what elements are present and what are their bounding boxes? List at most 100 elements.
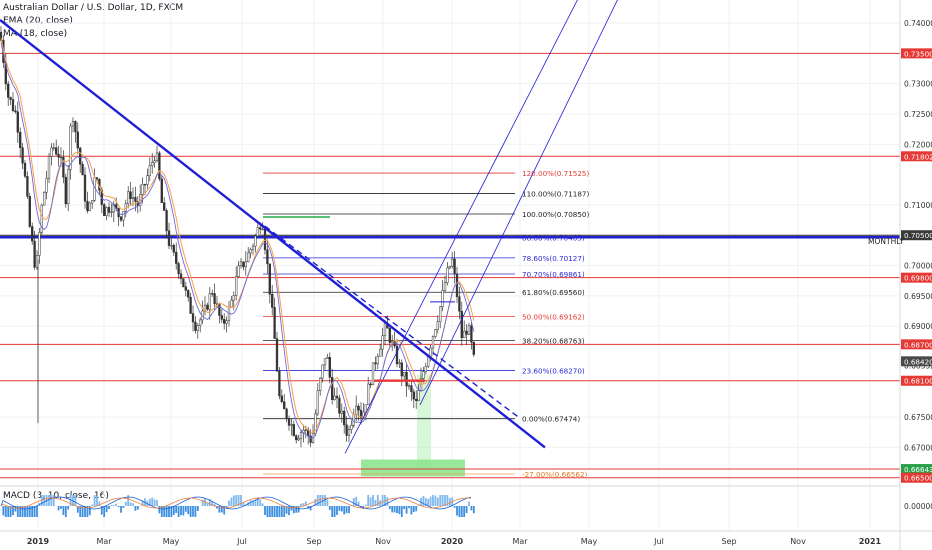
macd-bar xyxy=(261,503,264,506)
level-price-label: 0.66500 xyxy=(904,474,932,483)
candle-body xyxy=(400,362,403,377)
macd-bar xyxy=(391,506,394,513)
candle-body xyxy=(436,321,439,330)
candle-body xyxy=(388,327,391,343)
candle-body xyxy=(52,147,55,149)
macd-bar xyxy=(343,506,346,515)
macd-bar xyxy=(453,506,456,508)
candle-body xyxy=(355,405,358,415)
macd-bar xyxy=(204,498,206,506)
macd-line xyxy=(0,496,472,510)
candle-body xyxy=(309,435,312,443)
macd-bar xyxy=(230,497,233,506)
candle-body xyxy=(206,304,209,310)
macd-bar xyxy=(232,495,235,506)
macd-bar xyxy=(103,506,106,517)
macd-legend: MACD (3, 10, close, 16) xyxy=(3,491,109,501)
macd-bar xyxy=(156,500,158,506)
candle-body xyxy=(220,315,223,320)
macd-bar xyxy=(297,506,300,513)
candle-body xyxy=(273,307,276,339)
candle-body xyxy=(237,265,240,277)
candle-body xyxy=(223,319,226,324)
macd-bar xyxy=(345,506,348,513)
candle-body xyxy=(7,83,10,98)
candle-body xyxy=(16,111,19,133)
candle-body xyxy=(213,293,216,305)
macd-bar xyxy=(33,506,36,517)
macd-bar xyxy=(280,506,283,517)
uptrend-line xyxy=(419,0,618,406)
x-tick-label: Mar xyxy=(512,537,528,546)
candle-body xyxy=(381,335,384,350)
current-price-badge xyxy=(901,356,932,367)
macd-bar xyxy=(340,506,343,512)
x-tick-label: May xyxy=(163,537,180,546)
x-tick-label: Jul xyxy=(653,537,664,546)
level-price-label: 0.73500 xyxy=(904,49,932,58)
fib-label: 100.00%(0.70850) xyxy=(522,210,590,219)
macd-bar xyxy=(432,495,434,506)
candle-body xyxy=(91,200,94,204)
macd-bar xyxy=(446,495,449,506)
candle-body xyxy=(297,438,300,441)
macd-bar xyxy=(67,506,70,510)
macd-bar xyxy=(129,502,132,506)
x-tick-label: Sep xyxy=(721,537,736,546)
macd-bar xyxy=(62,506,65,515)
x-tick-label: Sep xyxy=(306,537,321,546)
candle-body xyxy=(451,258,454,267)
macd-bar xyxy=(415,506,418,512)
candle-body xyxy=(266,249,269,265)
candle-body xyxy=(83,174,87,202)
ma-line xyxy=(0,42,475,439)
macd-bar xyxy=(463,506,466,517)
candle-body xyxy=(95,177,99,180)
macd-bar xyxy=(69,495,72,506)
candle-body xyxy=(254,235,257,247)
candle-body xyxy=(338,397,341,414)
macd-bar xyxy=(213,503,216,506)
macd-bar xyxy=(218,506,221,513)
candle-body xyxy=(376,356,379,365)
macd-bar xyxy=(369,497,372,506)
candle-body xyxy=(88,202,91,212)
ema-line xyxy=(0,37,475,434)
macd-bar xyxy=(189,506,192,517)
candle-body xyxy=(151,162,154,167)
candle-body xyxy=(410,385,413,393)
macd-bar xyxy=(158,506,161,514)
candle-body xyxy=(225,320,228,324)
macd-bar xyxy=(98,501,101,506)
candle-body xyxy=(170,245,173,247)
level-price-badge xyxy=(901,472,932,483)
macd-bar xyxy=(216,506,218,509)
fib-label: 78.60%(0.70127) xyxy=(522,254,585,263)
macd-bar xyxy=(141,500,144,506)
candle-body xyxy=(19,132,22,148)
macd-bar xyxy=(290,506,293,511)
macd-bar xyxy=(295,506,298,513)
candle-body xyxy=(242,261,245,268)
candle-body xyxy=(271,293,274,308)
candle-body xyxy=(407,385,411,387)
macd-bar xyxy=(196,506,199,511)
candle-body xyxy=(33,240,36,268)
candle-body xyxy=(422,371,425,379)
candle-body xyxy=(263,228,267,251)
candle-body xyxy=(163,202,166,211)
macd-bar xyxy=(333,506,336,517)
macd-bar xyxy=(422,495,425,506)
macd-bar xyxy=(184,506,187,512)
level-price-badge xyxy=(901,375,932,386)
macd-bar xyxy=(211,500,214,506)
candle-body xyxy=(275,338,279,372)
x-tick-label: Nov xyxy=(375,537,391,546)
candle-body xyxy=(110,211,113,213)
macd-bar xyxy=(124,501,127,506)
macd-bar xyxy=(160,506,163,517)
macd-bar xyxy=(24,506,26,517)
candle-body xyxy=(11,99,15,111)
horizontal-levels xyxy=(0,52,900,479)
